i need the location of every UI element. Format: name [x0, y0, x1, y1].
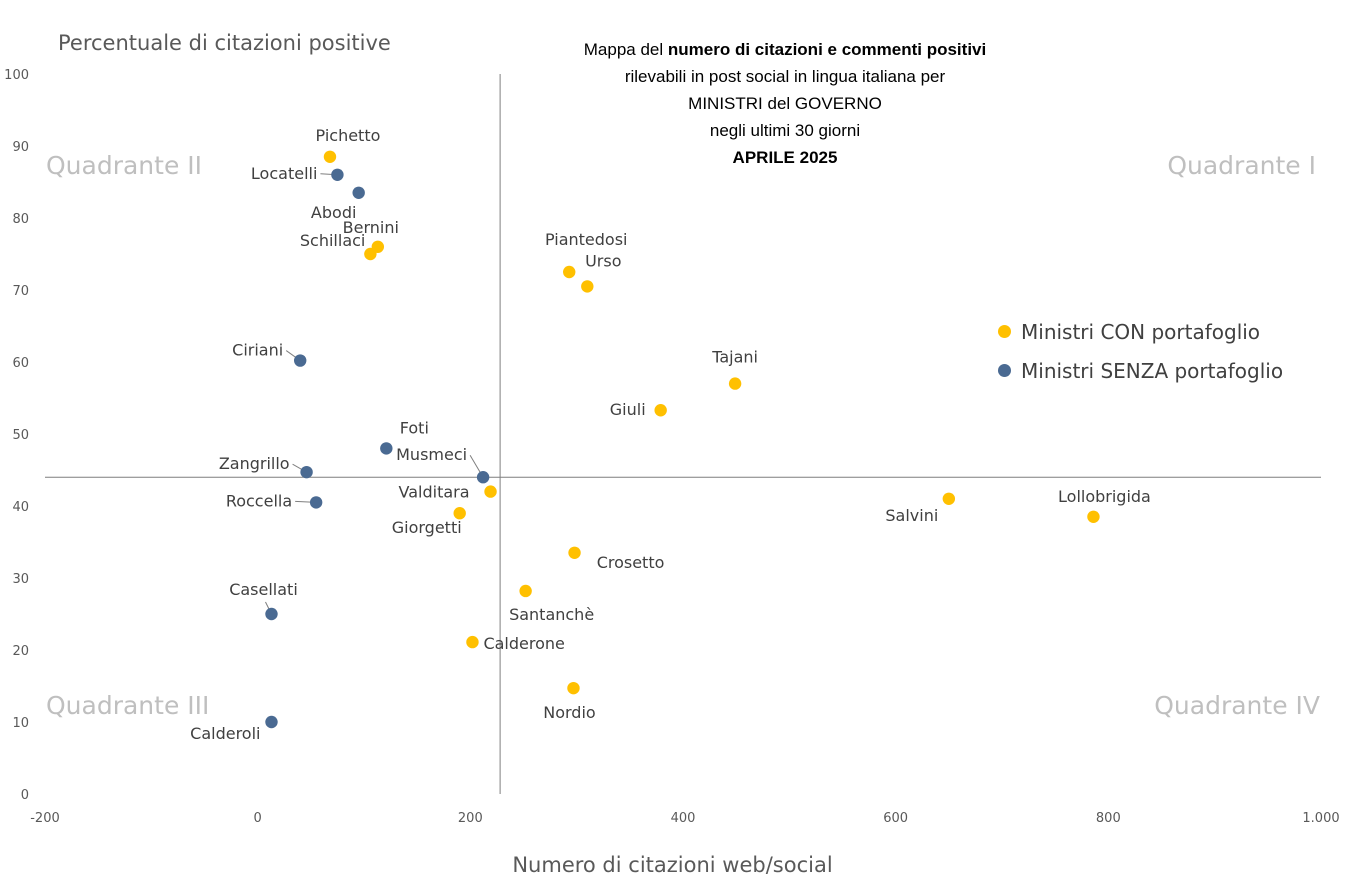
y-tick-label: 10 — [12, 716, 29, 731]
leader-lines — [265, 173, 484, 615]
data-label: Pichetto — [316, 126, 381, 145]
data-point — [265, 715, 278, 729]
y-axis-title: Percentuale di citazioni positive — [58, 31, 391, 55]
y-axis-ticks: 0 10 20 30 40 50 60 70 80 90 100 — [4, 68, 29, 803]
y-tick-label: 20 — [12, 644, 29, 659]
data-label: Foti — [400, 418, 429, 437]
quadrant-label-2: Quadrante II — [46, 151, 202, 180]
quadrant-label-1: Quadrante I — [1167, 151, 1316, 180]
y-tick-label: 60 — [12, 356, 29, 371]
title-line-4: negli ultimi 30 giorni — [709, 121, 861, 140]
x-tick-label: 400 — [671, 811, 696, 826]
data-label: Giorgetti — [392, 518, 462, 537]
x-tick-label: 800 — [1096, 811, 1121, 826]
data-label: Musmeci — [396, 445, 467, 464]
data-point — [484, 485, 497, 498]
x-axis-ticks: -200 0 200 400 600 800 1.000 — [30, 811, 1339, 826]
data-point — [568, 546, 581, 559]
data-point — [581, 280, 594, 293]
data-point — [654, 404, 667, 417]
y-tick-label: 50 — [12, 428, 29, 443]
data-point — [476, 471, 490, 484]
legend-item-con: Ministri CON portafoglio — [996, 312, 1283, 351]
x-axis-title: Numero di citazioni web/social — [512, 853, 833, 877]
data-point — [323, 150, 337, 163]
data-label: Zangrillo — [219, 454, 290, 473]
data-point — [1087, 510, 1100, 523]
x-tick-label: 1.000 — [1302, 811, 1339, 826]
y-tick-label: 80 — [12, 212, 29, 227]
legend-label-con: Ministri CON portafoglio — [1021, 319, 1261, 344]
data-label: Crosetto — [597, 553, 665, 572]
title-line-3: MINISTRI del GOVERNO — [688, 94, 882, 113]
data-point — [300, 465, 313, 479]
data-label: Calderone — [483, 634, 564, 653]
data-label: Nordio — [543, 703, 595, 722]
legend-marker-con — [998, 325, 1011, 338]
data-label: Lollobrigida — [1058, 487, 1151, 506]
y-tick-label: 0 — [21, 788, 29, 803]
y-tick-label: 90 — [12, 140, 29, 155]
x-tick-label: 200 — [458, 811, 483, 826]
data-point — [453, 507, 466, 520]
data-label: Abodi — [311, 203, 357, 222]
data-point — [309, 496, 323, 509]
data-label: Valditara — [399, 483, 470, 502]
title-line-5: APRILE 2025 — [732, 148, 838, 167]
data-label: Ciriani — [232, 341, 283, 360]
data-label: Calderoli — [190, 724, 260, 743]
quadrant-label-3: Quadrante III — [46, 691, 209, 720]
quadrant-lines — [45, 74, 1321, 794]
legend-marker-senza — [998, 364, 1011, 377]
data-label: Piantedosi — [545, 230, 628, 249]
data-point — [563, 265, 576, 279]
data-label: Giuli — [610, 400, 646, 419]
x-tick-label: 0 — [254, 811, 262, 826]
data-label: Bernini — [343, 218, 399, 237]
data-point — [294, 354, 307, 367]
title-line-1: Mappa del numero di citazioni e commenti… — [583, 40, 987, 59]
data-label: Tajani — [711, 348, 758, 367]
data-point — [380, 442, 393, 455]
y-tick-label: 30 — [12, 572, 29, 587]
data-point — [364, 247, 377, 261]
data-label: Schillaci — [300, 231, 365, 250]
data-label: Salvini — [885, 506, 938, 525]
title-line-2: rilevabili in post social in lingua ital… — [624, 67, 946, 86]
data-point — [519, 584, 532, 598]
data-point — [331, 168, 344, 181]
x-tick-label: -200 — [30, 811, 60, 826]
quadrant-labels: Quadrante I Quadrante II Quadrante III Quad… — [46, 151, 1320, 720]
data-point — [466, 635, 479, 649]
data-point — [728, 377, 742, 390]
data-label: Locatelli — [251, 164, 317, 183]
chart-title: Mappa del numero di citazioni e commenti… — [535, 36, 1035, 171]
legend-item-senza: Ministri SENZA portafoglio — [996, 351, 1283, 390]
data-points — [265, 150, 1100, 729]
data-label: Roccella — [226, 491, 292, 510]
data-point — [942, 492, 956, 505]
data-point — [352, 186, 365, 199]
data-label: Santanchè — [509, 605, 594, 624]
x-tick-label: 600 — [883, 811, 908, 826]
legend: Ministri CON portafoglio Ministri SENZA … — [996, 312, 1283, 390]
y-tick-label: 100 — [4, 68, 29, 83]
y-tick-label: 70 — [12, 284, 29, 299]
data-label: Casellati — [229, 580, 298, 599]
legend-label-senza: Ministri SENZA portafoglio — [1021, 358, 1284, 383]
quadrant-label-4: Quadrante IV — [1154, 691, 1320, 720]
data-point — [567, 681, 580, 695]
y-tick-label: 40 — [12, 500, 29, 515]
data-point — [265, 607, 278, 621]
data-label: Urso — [585, 251, 621, 270]
